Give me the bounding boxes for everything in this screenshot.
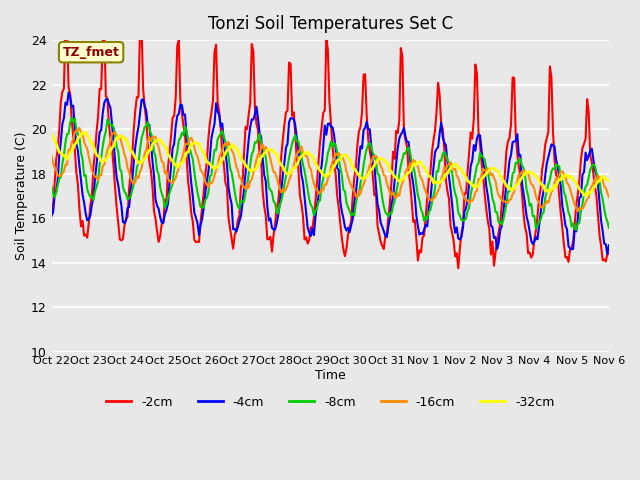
Title: Tonzi Soil Temperatures Set C: Tonzi Soil Temperatures Set C <box>207 15 452 33</box>
Legend: -2cm, -4cm, -8cm, -16cm, -32cm: -2cm, -4cm, -8cm, -16cm, -32cm <box>101 391 559 414</box>
Y-axis label: Soil Temperature (C): Soil Temperature (C) <box>15 132 28 260</box>
X-axis label: Time: Time <box>315 369 346 382</box>
Text: TZ_fmet: TZ_fmet <box>63 46 120 59</box>
